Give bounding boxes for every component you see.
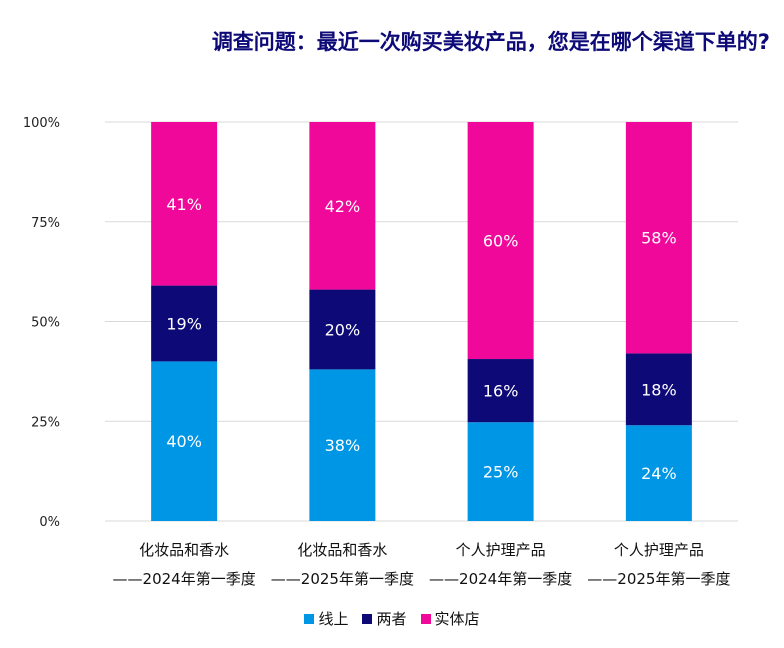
bar-segment <box>467 422 534 521</box>
legend-label: 实体店 <box>434 610 480 628</box>
x-tick-label-sub: ——2025年第一季度 <box>271 570 414 588</box>
y-tick-label: 100% <box>23 116 60 131</box>
legend: 线上 两者 实体店 <box>0 608 784 629</box>
data-label: 25% <box>483 463 519 482</box>
legend-swatch <box>420 613 431 624</box>
legend-item: 实体店 <box>420 608 480 629</box>
x-tick-label: 化妆品和香水 <box>139 541 229 559</box>
x-tick-label-sub: ——2024年第一季度 <box>113 570 256 588</box>
legend-swatch <box>304 613 315 624</box>
data-label: 60% <box>483 232 519 251</box>
legend-item: 两者 <box>362 608 407 629</box>
legend-swatch <box>362 613 373 624</box>
x-tick-label: 个人护理产品 <box>456 541 546 559</box>
y-tick-label: 75% <box>31 216 60 231</box>
x-tick-label-sub: ——2025年第一季度 <box>587 570 730 588</box>
bar-segment <box>467 359 534 423</box>
bar-segment <box>467 122 534 360</box>
bar-segment <box>309 289 376 370</box>
y-tick-label: 50% <box>31 316 60 331</box>
data-label: 41% <box>166 195 202 214</box>
legend-label: 两者 <box>376 610 407 628</box>
bar-segment <box>151 285 218 362</box>
data-label: 18% <box>641 380 677 399</box>
bar-segment <box>625 425 692 521</box>
x-tick-label-sub: ——2024年第一季度 <box>429 570 572 588</box>
x-tick-label: 化妆品和香水 <box>297 541 387 559</box>
data-label: 16% <box>483 382 519 401</box>
stacked-bar-chart: 0% 25% 50% 75% 100% 40% 19% 41% 化妆品和香水 ——2024年第一季… <box>23 116 738 588</box>
bar-segment <box>625 353 692 426</box>
data-label: 40% <box>166 432 202 451</box>
data-label: 24% <box>641 464 677 483</box>
bar-segment <box>309 122 376 290</box>
y-tick-label: 25% <box>31 415 60 430</box>
legend-label: 线上 <box>318 610 349 628</box>
x-tick-label: 个人护理产品 <box>614 541 704 559</box>
bar-segment <box>151 122 218 286</box>
bar-segment <box>625 122 692 354</box>
data-label: 38% <box>325 436 361 455</box>
data-label: 42% <box>325 197 361 216</box>
data-label: 20% <box>325 320 361 339</box>
y-tick-label: 0% <box>39 515 60 530</box>
data-label: 58% <box>641 229 677 248</box>
chart-title: 调查问题：最近一次购买美妆产品，您是在哪个渠道下单的? <box>211 30 770 54</box>
bar-segment <box>309 369 376 521</box>
bar-segment <box>151 361 218 521</box>
data-label: 19% <box>166 314 202 333</box>
legend-item: 线上 <box>304 608 348 629</box>
